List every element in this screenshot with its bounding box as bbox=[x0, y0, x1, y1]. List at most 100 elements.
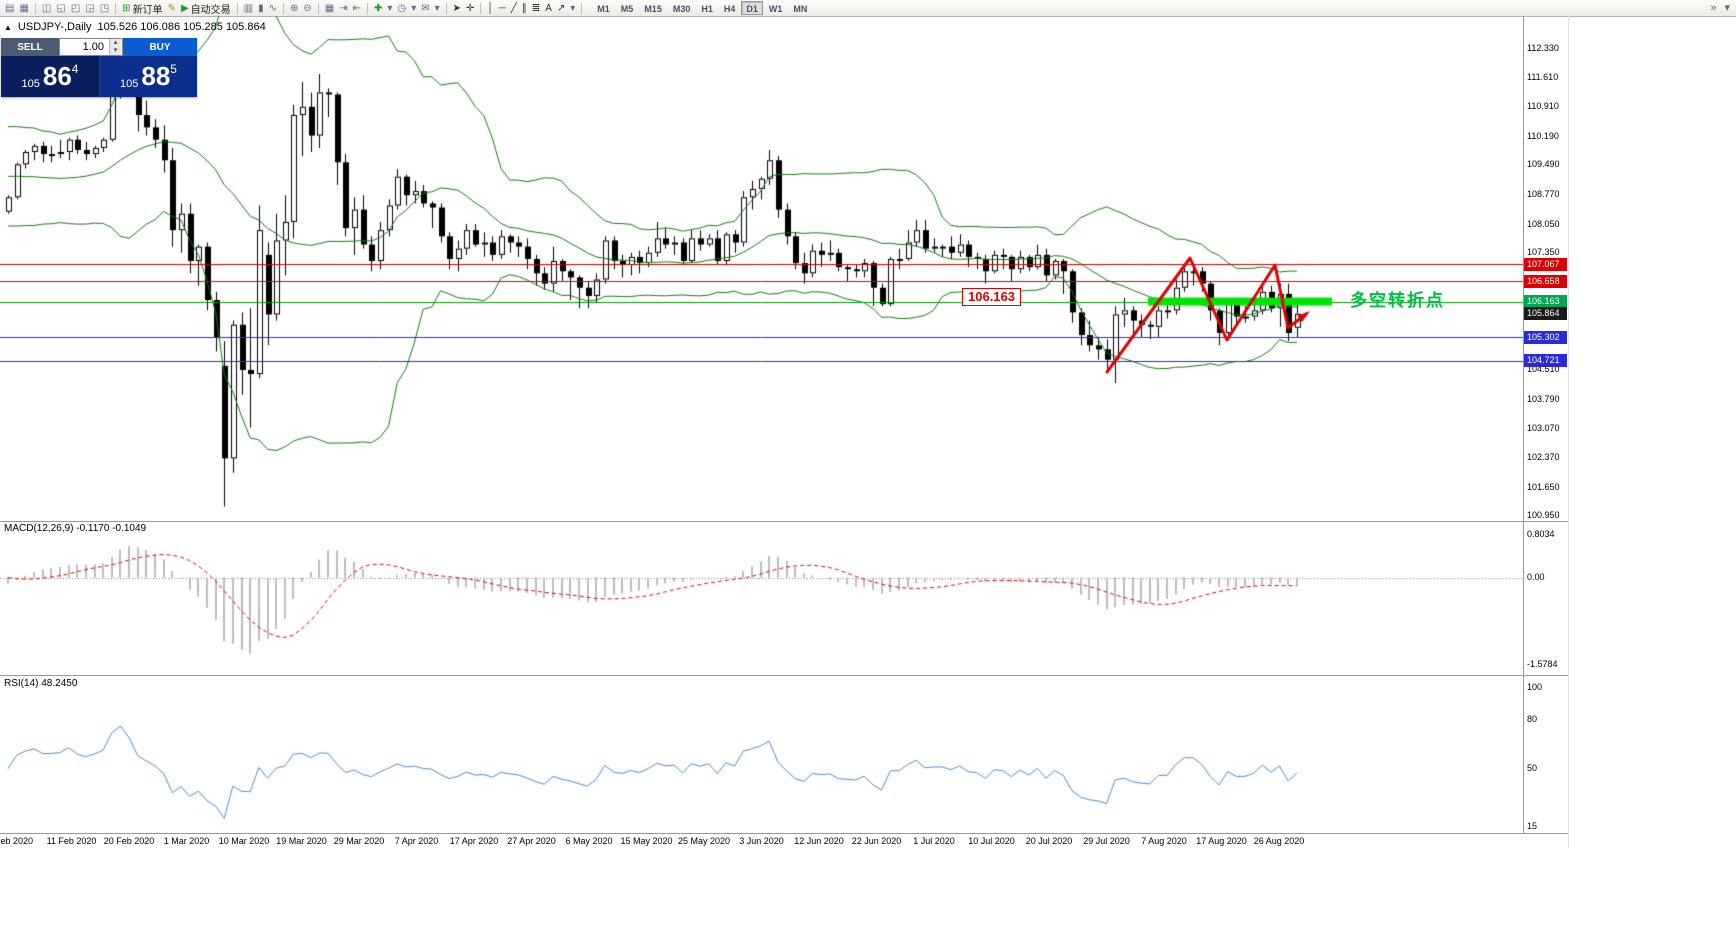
toolbar-overflow-area: » ▾ bbox=[1708, 0, 1732, 17]
timeframe-m5-button[interactable]: M5 bbox=[620, 4, 634, 14]
date-axis-label: 27 Apr 2020 bbox=[507, 836, 556, 846]
autotrading-label: 自动交易 bbox=[190, 4, 231, 16]
horizontal-line-icon[interactable]: ─ bbox=[497, 1, 508, 16]
indicators-icon[interactable]: ✚ bbox=[372, 1, 384, 16]
buy-button[interactable]: BUY bbox=[123, 38, 197, 56]
indicators-dropdown-icon[interactable]: ▾ bbox=[385, 1, 394, 16]
toolbar-menu-icon[interactable]: ▾ bbox=[1722, 1, 1732, 16]
pane-separator[interactable] bbox=[0, 833, 1568, 834]
tile-windows-icon[interactable]: ▦ bbox=[323, 1, 336, 16]
timeframe-m30-button[interactable]: M30 bbox=[672, 4, 691, 14]
buy-price[interactable]: 105 88 5 bbox=[99, 56, 197, 97]
symbol-ohlc: 105.526 106.086 105.285 105.864 bbox=[97, 21, 266, 33]
text-icon[interactable]: A bbox=[543, 1, 554, 16]
vertical-line-icon[interactable]: │ bbox=[485, 1, 495, 16]
line-chart-icon[interactable]: ∿ bbox=[267, 1, 279, 16]
macd-panel-canvas[interactable] bbox=[0, 522, 1523, 675]
timeframe-w1-button[interactable]: W1 bbox=[768, 4, 783, 14]
channel-icon[interactable]: ∥ bbox=[520, 1, 529, 16]
zoom-in-icon[interactable]: ⊕ bbox=[288, 1, 300, 16]
candlestick-chart-icon[interactable]: ▮ bbox=[256, 1, 266, 16]
channel-icon: ∥ bbox=[521, 2, 527, 14]
volume-input[interactable] bbox=[60, 39, 106, 55]
autotrading-button[interactable]: ▶ 自动交易 bbox=[179, 1, 233, 16]
market-watch-icon[interactable]: ◫ bbox=[40, 1, 53, 16]
rsi-panel-canvas[interactable] bbox=[0, 676, 1523, 833]
chart-shift-icon[interactable]: ⇤ bbox=[351, 1, 363, 16]
arrows-icon[interactable]: ↗ bbox=[555, 1, 567, 16]
volume-increase-button[interactable]: ▴ bbox=[109, 39, 121, 47]
timeframe-mn-button[interactable]: MN bbox=[793, 4, 808, 14]
rsi-axis-label: 100 bbox=[1527, 681, 1543, 692]
new-order-label: 新订单 bbox=[132, 4, 163, 16]
turning-point-annotation[interactable]: 多空转折点 bbox=[1350, 291, 1445, 310]
date-axis-label: 20 Jul 2020 bbox=[1025, 836, 1073, 846]
timeframe-h1-button[interactable]: H1 bbox=[701, 4, 713, 14]
date-axis-label: 29 Mar 2020 bbox=[333, 836, 385, 846]
fibonacci-icon[interactable]: ≣ bbox=[530, 1, 542, 16]
pane-separator[interactable] bbox=[0, 675, 1568, 676]
toolbar-separator bbox=[445, 2, 447, 14]
toolbar-separator bbox=[34, 2, 36, 14]
cursor-icon[interactable]: ➤ bbox=[451, 1, 463, 16]
price-badge: 104.721 bbox=[1524, 354, 1567, 368]
buy-price-big: 88 bbox=[141, 61, 171, 91]
time-axis[interactable]: Feb 2020 11 Feb 2020 20 Feb 2020 1 Mar 2020… bbox=[0, 834, 1523, 849]
sell-price[interactable]: 105 86 4 bbox=[1, 56, 99, 97]
timeframe-d1-button[interactable]: D1 bbox=[741, 1, 763, 15]
new-chart-icon[interactable]: ▤ bbox=[3, 1, 16, 16]
zoom-out-icon[interactable]: ⊖ bbox=[301, 1, 313, 16]
crosshair-icon[interactable]: ✛ bbox=[464, 1, 476, 16]
metaeditor-icon[interactable]: ✎ bbox=[166, 1, 178, 16]
symbol-marker-icon: ▲ bbox=[4, 22, 12, 32]
cursor-icon: ➤ bbox=[452, 2, 462, 14]
toolbar-separator bbox=[367, 2, 369, 14]
data-window-icon: ◱ bbox=[56, 2, 66, 14]
terminal-icon[interactable]: ◲ bbox=[83, 1, 96, 16]
templates-dropdown-icon[interactable]: ▾ bbox=[433, 1, 442, 16]
navigator-icon[interactable]: ◰ bbox=[69, 1, 82, 16]
date-axis-label: 25 May 2020 bbox=[677, 836, 731, 846]
autotrading-icon: ▶ bbox=[180, 2, 189, 14]
window-right-border bbox=[1568, 16, 1569, 848]
new-order-button[interactable]: ⊞ 新订单 bbox=[120, 1, 164, 16]
date-axis-label: 10 Jul 2020 bbox=[968, 836, 1015, 846]
timeframe-m1-button[interactable]: M1 bbox=[597, 4, 610, 14]
price-badge: 105.864 bbox=[1524, 307, 1567, 321]
price-callout-label[interactable]: 106.163 bbox=[962, 288, 1021, 306]
periods-icon[interactable]: ◷ bbox=[395, 1, 408, 16]
strategy-tester-icon[interactable]: ◳ bbox=[98, 1, 111, 16]
toolbar-overflow-icon[interactable]: » bbox=[1708, 1, 1718, 16]
sell-button[interactable]: SELL bbox=[1, 38, 59, 56]
arrows-icon: ↗ bbox=[556, 2, 566, 14]
date-axis-label: Feb 2020 bbox=[0, 836, 34, 846]
tile-windows-icon: ▦ bbox=[324, 2, 335, 14]
zoom-out-icon: ⊖ bbox=[303, 2, 312, 14]
new-order-icon: ⊞ bbox=[122, 2, 131, 14]
periods-dropdown-icon[interactable]: ▾ bbox=[409, 1, 418, 16]
price-axis-label: 110.190 bbox=[1527, 130, 1559, 141]
macd-axis-label: 0.8034 bbox=[1527, 528, 1555, 539]
shapes-dropdown-icon[interactable]: ▾ bbox=[568, 1, 577, 16]
profiles-icon: ▦ bbox=[19, 2, 29, 14]
line-chart-icon: ∿ bbox=[268, 2, 278, 14]
date-axis-label: 6 May 2020 bbox=[565, 836, 613, 846]
date-axis-label: 7 Aug 2020 bbox=[1141, 836, 1187, 846]
trendline-icon[interactable]: ╱ bbox=[509, 1, 519, 16]
templates-icon[interactable]: ✉ bbox=[419, 1, 431, 16]
auto-scroll-icon[interactable]: ⇥ bbox=[337, 1, 349, 16]
market-watch-icon: ◫ bbox=[41, 2, 52, 14]
data-window-icon[interactable]: ◱ bbox=[54, 1, 67, 16]
profiles-icon[interactable]: ▦ bbox=[17, 1, 30, 16]
bar-chart-icon[interactable]: ▥ bbox=[242, 1, 255, 16]
strategy-tester-icon: ◳ bbox=[99, 2, 110, 14]
price-axis[interactable]: 112.330 111.610 110.910 110.190 109.490 108.7… bbox=[1524, 0, 1568, 850]
templates-icon: ✉ bbox=[421, 2, 430, 14]
horizontal-line-icon: ─ bbox=[498, 2, 506, 14]
pane-separator[interactable] bbox=[0, 521, 1568, 522]
timeframe-h4-button[interactable]: H4 bbox=[723, 4, 736, 14]
price-chart-canvas[interactable] bbox=[0, 16, 1523, 521]
timeframe-m15-button[interactable]: M15 bbox=[644, 4, 662, 14]
volume-decrease-button[interactable]: ▾ bbox=[109, 47, 121, 55]
